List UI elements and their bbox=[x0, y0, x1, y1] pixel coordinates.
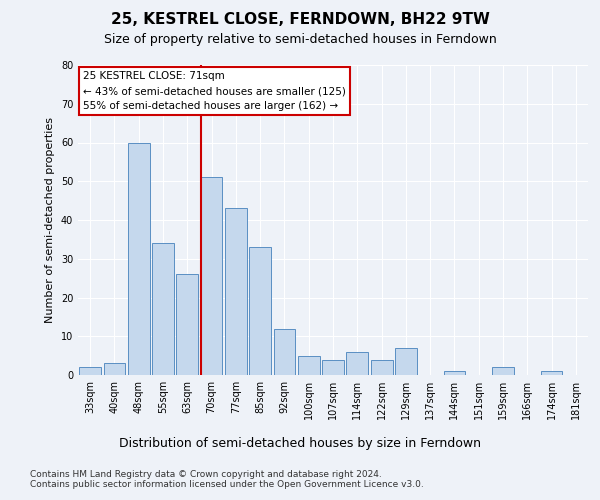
Bar bbox=[104, 364, 125, 375]
Text: Distribution of semi-detached houses by size in Ferndown: Distribution of semi-detached houses by … bbox=[119, 438, 481, 450]
Text: 25, KESTREL CLOSE, FERNDOWN, BH22 9TW: 25, KESTREL CLOSE, FERNDOWN, BH22 9TW bbox=[110, 12, 490, 28]
Bar bbox=[79, 367, 101, 375]
Bar bbox=[395, 348, 417, 375]
Bar bbox=[541, 371, 562, 375]
Bar bbox=[152, 244, 174, 375]
Bar bbox=[200, 178, 223, 375]
Bar bbox=[492, 367, 514, 375]
Bar bbox=[249, 247, 271, 375]
Bar bbox=[346, 352, 368, 375]
Bar bbox=[225, 208, 247, 375]
Bar bbox=[176, 274, 198, 375]
Bar bbox=[443, 371, 466, 375]
Bar bbox=[371, 360, 392, 375]
Text: 25 KESTREL CLOSE: 71sqm
← 43% of semi-detached houses are smaller (125)
55% of s: 25 KESTREL CLOSE: 71sqm ← 43% of semi-de… bbox=[83, 71, 346, 111]
Bar bbox=[298, 356, 320, 375]
Text: Size of property relative to semi-detached houses in Ferndown: Size of property relative to semi-detach… bbox=[104, 32, 496, 46]
Text: Contains HM Land Registry data © Crown copyright and database right 2024.
Contai: Contains HM Land Registry data © Crown c… bbox=[30, 470, 424, 490]
Y-axis label: Number of semi-detached properties: Number of semi-detached properties bbox=[45, 117, 55, 323]
Bar bbox=[128, 142, 149, 375]
Bar bbox=[322, 360, 344, 375]
Bar bbox=[274, 328, 295, 375]
